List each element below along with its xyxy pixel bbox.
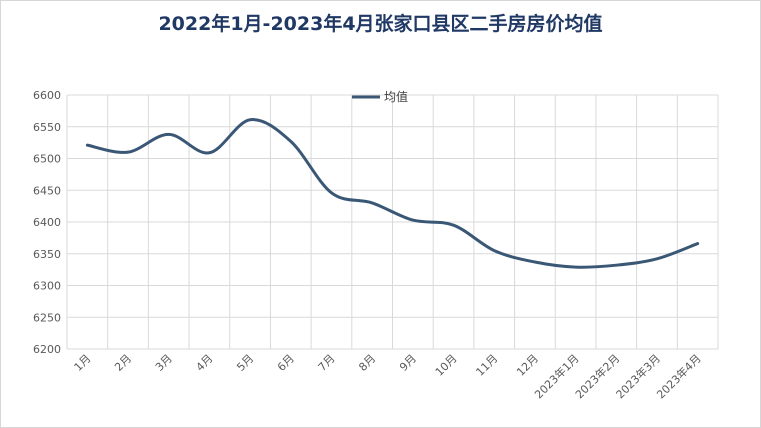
- y-tick-label: 6550: [33, 121, 61, 134]
- x-tick-label: 10月: [433, 352, 460, 379]
- gridlines: [66, 94, 719, 350]
- y-tick-label: 6350: [33, 248, 61, 261]
- x-tick-label: 11月: [473, 352, 500, 379]
- x-tick-label: 5月: [234, 352, 256, 374]
- y-tick-label: 6200: [33, 343, 61, 356]
- x-tick-label: 12月: [514, 352, 541, 379]
- legend: 均值: [352, 89, 408, 104]
- series-line: [85, 118, 700, 269]
- legend-label: 均值: [384, 89, 408, 104]
- y-tick-label: 6250: [33, 311, 61, 324]
- y-axis: 6200 6250 6300 6350 6400 6450 6500 6550 6600: [33, 89, 61, 356]
- y-tick-label: 6600: [33, 89, 61, 102]
- x-tick-label: 2023年4月: [654, 351, 704, 401]
- y-tick-label: 6450: [33, 184, 61, 197]
- x-tick-label: 8月: [356, 352, 378, 374]
- x-tick-label: 4月: [194, 352, 216, 374]
- series-layer: [85, 118, 700, 269]
- y-tick-label: 6400: [33, 216, 61, 229]
- y-tick-label: 6300: [33, 280, 61, 293]
- x-tick-label: 6月: [275, 352, 297, 374]
- x-tick-label: 7月: [316, 352, 338, 374]
- x-axis: 1月 2月 3月 4月 5月 6月 7月 8月 9月 10月 11月 12月2023年1月2023年2…: [72, 351, 704, 401]
- y-tick-label: 6500: [33, 153, 61, 166]
- x-tick-label: 1月: [72, 352, 94, 374]
- x-tick-label: 3月: [153, 352, 175, 374]
- x-tick-label: 2月: [112, 352, 134, 374]
- x-tick-label: 9月: [397, 352, 419, 374]
- chart-title: 2022年1月-2023年4月张家口县区二手房房价均值: [158, 13, 603, 35]
